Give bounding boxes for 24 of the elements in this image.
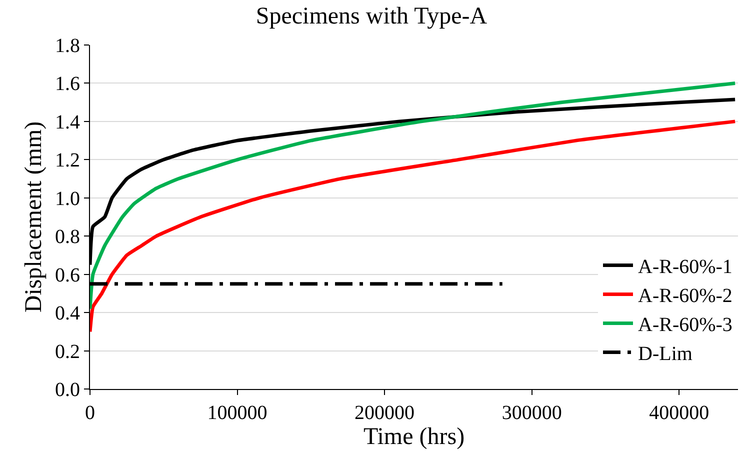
y-tick-label: 0.8: [55, 226, 80, 248]
y-tick-label: 1.8: [55, 35, 80, 57]
legend-label: A-R-60%-2: [638, 285, 732, 308]
y-tick-label: 1.0: [55, 188, 80, 210]
y-tick-label: 1.2: [55, 150, 80, 172]
x-tick-label: 0: [85, 402, 95, 424]
legend-label: A-R-60%-1: [638, 256, 732, 278]
y-tick-label: 1.4: [55, 111, 80, 134]
x-tick-label: 400000: [649, 402, 710, 424]
y-tick-label: 0.0: [55, 379, 80, 401]
legend-label: D-Lim: [638, 343, 693, 366]
y-axis-title: Displacement (mm): [21, 121, 48, 313]
y-tick-label: 0.4: [55, 302, 80, 325]
x-tick-label: 100000: [207, 402, 268, 424]
line-series: [90, 81, 737, 310]
y-tick-label: 1.6: [55, 73, 80, 96]
x-tick-label: 200000: [354, 402, 415, 424]
legend-label: A-R-60%-3: [638, 314, 732, 336]
y-tick-label: 0.6: [55, 264, 80, 286]
y-tick-label: 0.2: [55, 340, 80, 363]
x-axis-title: Time (hrs): [363, 424, 465, 450]
line-series: [90, 120, 737, 334]
x-tick-label: 300000: [502, 402, 562, 424]
chart-title: Specimens with Type-A: [256, 4, 488, 30]
